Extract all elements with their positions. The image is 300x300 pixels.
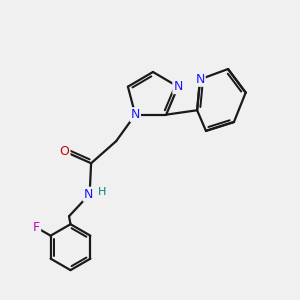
Text: N: N	[173, 80, 183, 93]
Text: N: N	[130, 108, 140, 121]
Text: N: N	[83, 188, 93, 201]
Text: O: O	[60, 145, 70, 158]
Text: F: F	[33, 221, 40, 234]
Text: H: H	[98, 187, 106, 197]
Text: N: N	[195, 73, 205, 86]
